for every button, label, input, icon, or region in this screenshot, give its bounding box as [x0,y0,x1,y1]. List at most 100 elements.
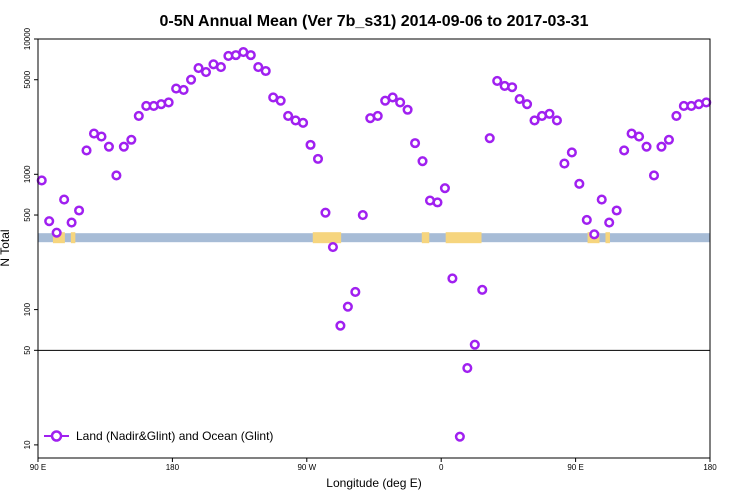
data-point [245,50,256,61]
data-point [312,153,324,164]
data-point [439,183,450,194]
data-point [462,362,473,374]
data-point [320,207,331,218]
data-point [350,286,361,298]
data-point [522,99,533,110]
data-point [529,115,540,126]
data-point [484,133,495,144]
data-point [215,62,226,73]
axis-ticks: 90 E 180 90 W 0 90 E 180 10 50 100 500 1000 5000 100… [23,27,717,472]
x-tick-label: 90 W [297,463,316,472]
data-point [469,339,480,350]
land-segment [445,232,482,244]
data-point [327,241,338,253]
data-point [559,158,570,169]
data-point [634,131,645,142]
data-point [163,97,174,108]
y-tick-label: 10 [23,440,32,449]
legend: Land (Nadir&Glint) and Ocean (Glint) [44,429,273,443]
data-point [305,139,316,150]
data-point [66,217,77,228]
data-point [178,84,189,96]
data-point [103,141,114,152]
data-point [641,141,652,152]
data-point [604,217,615,228]
data-point [335,320,346,331]
data-point [619,145,630,156]
legend-label: Land (Nadir&Glint) and Ocean (Glint) [76,429,273,443]
data-point [477,284,488,295]
land-ocean-band [38,232,710,244]
data-point [701,97,712,108]
data-point [581,214,592,225]
data-point [544,108,555,119]
data-point [357,209,368,221]
data-point [566,147,577,158]
land-segment [605,232,610,244]
data-point [200,66,212,78]
data-point [648,170,660,181]
data-point [551,115,562,126]
legend-marker [50,430,63,442]
y-tick-label: 10000 [23,27,32,50]
land-segment [312,232,342,244]
data-point [507,82,518,93]
data-point [253,62,264,73]
data-point [260,65,271,77]
data-point [36,175,47,186]
x-axis-label: Longitude (deg E) [326,476,421,490]
y-axis-label: N Total [0,229,12,266]
data-point [611,205,622,216]
data-point [417,156,428,167]
data-point [283,110,294,121]
data-point [574,178,585,189]
data-point [410,138,421,149]
data-point [111,170,122,181]
data-point [372,110,383,121]
data-point [81,145,92,156]
land-segment [52,232,65,244]
data-point [186,74,197,85]
data-point [671,110,682,121]
x-tick-label: 180 [166,463,180,472]
y-tick-label: 1000 [23,165,32,183]
land-segment [421,232,430,244]
data-point [44,216,55,227]
data-point [342,301,353,312]
x-tick-label: 180 [703,463,717,472]
x-tick-label: 90 E [30,463,46,472]
chart-title: 0-5N Annual Mean (Ver 7b_s31) 2014-09-06… [160,13,589,30]
data-point [133,110,144,121]
x-tick-label: 0 [439,463,444,472]
data-point [298,117,309,128]
y-tick-label: 500 [23,208,32,222]
plot-frame [37,38,711,459]
y-tick-label: 100 [23,302,32,316]
data-point [663,134,674,145]
y-tick-label: 5000 [23,70,32,88]
data-point [492,75,503,86]
data-point [275,95,286,106]
ocean-band [38,233,710,243]
data-point [59,194,70,205]
land-segment [70,232,76,244]
data-point [387,92,398,103]
data-point [126,134,137,145]
data-point [395,97,406,108]
data-point [96,131,107,142]
y-tick-label: 50 [23,345,32,354]
data-point [118,141,129,152]
data-point [402,104,413,115]
data-point [51,227,62,238]
data-point [74,205,85,216]
data-point [447,273,458,284]
data-points [36,47,712,442]
data-point [193,62,204,74]
data-point [514,93,525,105]
data-point [656,141,667,152]
data-point [589,229,600,240]
data-point [432,197,443,208]
data-point [454,431,465,442]
x-tick-label: 90 E [567,463,583,472]
